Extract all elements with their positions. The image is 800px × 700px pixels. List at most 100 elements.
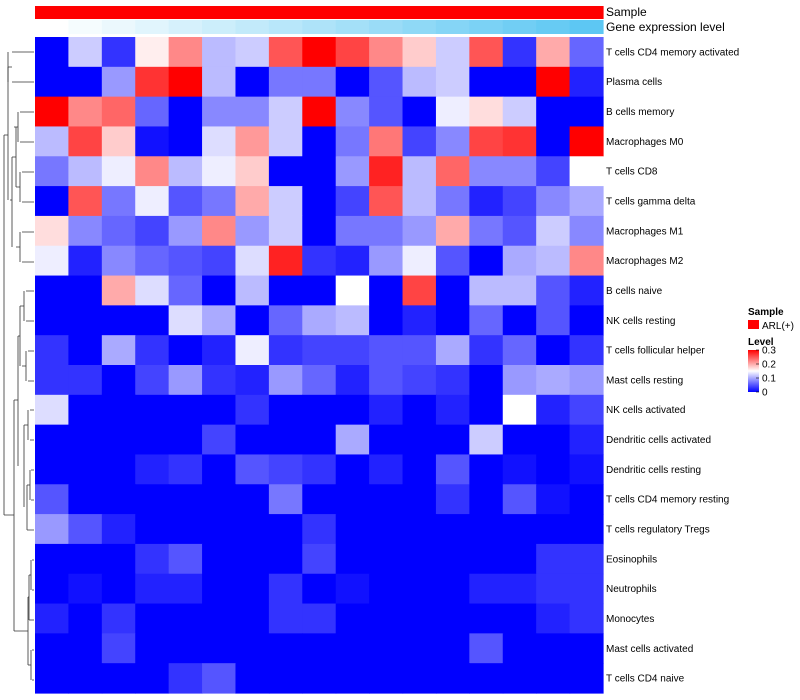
heatmap-cell-r0-c9 — [335, 37, 370, 68]
heatmap-cell-r1-c6 — [235, 66, 270, 98]
heatmap-cell-r17-c9 — [335, 543, 370, 575]
legend: Sample ARL(+) Level 0.3 0.2 0.1 0 — [748, 307, 794, 399]
heatmap-cell-r19-c13 — [469, 603, 504, 634]
heatmap-cell-r11-c0 — [35, 365, 70, 396]
heatmap-cell-r12-c4 — [168, 394, 203, 426]
heatmap-cell-r6-c9 — [335, 215, 370, 247]
heatmap-cell-r12-c3 — [135, 394, 170, 426]
row-label-1: Plasma cells — [606, 77, 662, 88]
gene-annotation-cell-3 — [135, 20, 170, 34]
heatmap-cell-r7-c9 — [335, 245, 370, 277]
heatmap-cell-r0-c11 — [402, 37, 437, 68]
heatmap-cell-r18-c3 — [135, 573, 170, 605]
heatmap-cell-r20-c13 — [469, 633, 504, 664]
heatmap-cell-r0-c15 — [536, 37, 571, 68]
heatmap-cell-r16-c15 — [536, 514, 571, 545]
heatmap-cell-r15-c9 — [335, 484, 370, 515]
row-label-11: Mast cells resting — [606, 375, 683, 386]
gene-annotation-cell-16 — [569, 20, 604, 34]
heatmap-cell-r5-c8 — [302, 186, 337, 217]
legend-sample-entry: ARL(+) — [762, 321, 794, 332]
heatmap-cell-r14-c1 — [68, 454, 103, 485]
gene-annotation-cell-13 — [469, 20, 504, 34]
heatmap-cell-r12-c15 — [536, 394, 571, 426]
heatmap-cell-r10-c14 — [502, 335, 537, 366]
heatmap-cell-r0-c10 — [369, 37, 404, 68]
heatmap-cell-r6-c11 — [402, 215, 437, 247]
heatmap-cell-r8-c1 — [68, 275, 103, 306]
heatmap-cell-r0-c5 — [202, 37, 237, 68]
heatmap-cell-r3-c7 — [268, 126, 303, 157]
heatmap-cell-r6-c7 — [268, 215, 303, 247]
heatmap-cell-r15-c11 — [402, 484, 437, 515]
dendro-branch-e — [4, 67, 9, 200]
heatmap-cell-r5-c13 — [469, 186, 504, 217]
heatmap-cell-r0-c6 — [235, 37, 270, 68]
heatmap-cell-r14-c4 — [168, 454, 203, 485]
row-labels: T cells CD4 memory activated Plasma cells… — [606, 47, 739, 684]
sample-annotation-cell-12 — [435, 6, 470, 19]
heatmap-cell-r10-c11 — [402, 335, 437, 366]
heatmap-cell-r0-c8 — [302, 37, 337, 68]
heatmap-cell-r3-c14 — [502, 126, 537, 157]
heatmap-cell-r15-c5 — [202, 484, 237, 515]
heatmap-cell-r15-c3 — [135, 484, 170, 515]
gene-annotation-cell-6 — [235, 20, 270, 34]
heatmap-cell-r10-c6 — [235, 335, 270, 366]
heatmap-cell-r19-c6 — [235, 603, 270, 634]
row-label-18: Neutrophils — [606, 584, 657, 595]
heatmap-cell-r6-c3 — [135, 215, 170, 247]
heatmap-cell-r1-c16 — [569, 66, 604, 98]
heatmap-cell-r12-c11 — [402, 394, 437, 426]
heatmap-cell-r9-c1 — [68, 305, 103, 336]
heatmap-cell-r0-c12 — [435, 37, 470, 68]
heatmap-cell-r4-c8 — [302, 156, 337, 187]
heatmap-cell-r12-c5 — [202, 394, 237, 426]
heatmap-cell-r7-c14 — [502, 245, 537, 277]
heatmap-cell-r2-c13 — [469, 96, 504, 128]
heatmap-cell-r12-c12 — [435, 394, 470, 426]
heatmap-cell-r12-c7 — [268, 394, 303, 426]
heatmap-cell-r6-c13 — [469, 215, 504, 247]
heatmap-cell-r8-c6 — [235, 275, 270, 306]
heatmap-cell-r6-c5 — [202, 215, 237, 247]
heatmap-cell-r5-c1 — [68, 186, 103, 217]
heatmap-cell-r1-c8 — [302, 66, 337, 98]
heatmap-cell-r2-c7 — [268, 96, 303, 128]
legend-sample-swatch — [748, 320, 759, 329]
gene-annotation-cell-12 — [435, 20, 470, 34]
heatmap-cell-r17-c16 — [569, 543, 604, 575]
heatmap-cell-r20-c5 — [202, 633, 237, 664]
heatmap-cell-r20-c7 — [268, 633, 303, 664]
heatmap-cell-r17-c11 — [402, 543, 437, 575]
heatmap-cell-r15-c13 — [469, 484, 504, 515]
heatmap-cell-r18-c11 — [402, 573, 437, 605]
heatmap-cell-r9-c12 — [435, 305, 470, 336]
heatmap-cell-r8-c10 — [369, 275, 404, 306]
heatmap-cell-r18-c8 — [302, 573, 337, 605]
heatmap-cell-r3-c4 — [168, 126, 203, 157]
heatmap-cell-r12-c14 — [502, 394, 537, 426]
heatmap-cell-r11-c9 — [335, 365, 370, 396]
heatmap-cell-r2-c4 — [168, 96, 203, 128]
row-label-9: NK cells resting — [606, 316, 675, 327]
sample-annotation-cell-9 — [335, 6, 370, 19]
row-label-17: Eosinophils — [606, 554, 657, 565]
heatmap-cell-r2-c16 — [569, 96, 604, 128]
gene-annotation-cell-5 — [202, 20, 237, 34]
heatmap-cell-r9-c6 — [235, 305, 270, 336]
heatmap-cell-r21-c9 — [335, 663, 370, 694]
gene-annotation-label: Gene expression level — [606, 20, 725, 34]
heatmap-cell-r19-c2 — [101, 603, 136, 634]
heatmap-cell-r13-c7 — [268, 424, 303, 456]
heatmap-cell-r1-c7 — [268, 66, 303, 98]
heatmap-cell-r15-c0 — [35, 484, 70, 515]
heatmap-cell-r6-c8 — [302, 215, 337, 247]
heatmap-cell-r5-c4 — [168, 186, 203, 217]
heatmap-cell-r16-c2 — [101, 514, 136, 545]
heatmap-cell-r19-c14 — [502, 603, 537, 634]
heatmap-cell-r6-c4 — [168, 215, 203, 247]
heatmap-cell-r4-c11 — [402, 156, 437, 187]
heatmap-cell-r10-c5 — [202, 335, 237, 366]
heatmap-cell-r1-c4 — [168, 66, 203, 98]
